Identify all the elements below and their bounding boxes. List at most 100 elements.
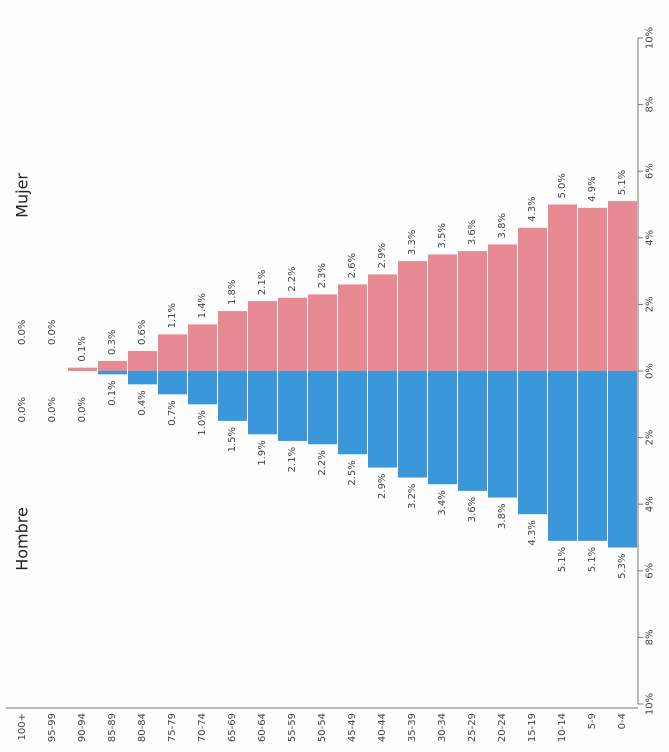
label-hombre-10-14: 5.1% bbox=[557, 547, 568, 572]
label-hombre-100+: 0.0% bbox=[17, 397, 28, 422]
label-hombre-15-19: 4.3% bbox=[527, 520, 538, 545]
bar-hombre-35-39 bbox=[398, 371, 427, 478]
label-hombre-90-94: 0.0% bbox=[77, 397, 88, 422]
bar-mujer-0-4 bbox=[608, 201, 637, 371]
label-mujer-15-19: 4.3% bbox=[527, 196, 538, 221]
label-mujer-95-99: 0.0% bbox=[47, 320, 58, 345]
label-mujer-60-64: 2.1% bbox=[257, 270, 268, 295]
label-hombre-40-44: 2.9% bbox=[377, 474, 388, 499]
bar-hombre-60-64 bbox=[248, 371, 277, 435]
category-tick-label: 5-9 bbox=[587, 713, 598, 729]
label-mujer-10-14: 5.0% bbox=[557, 173, 568, 198]
bar-mujer-75-79 bbox=[158, 334, 187, 371]
bar-hombre-0-4 bbox=[608, 371, 637, 548]
label-mujer-80-84: 0.6% bbox=[137, 320, 148, 345]
bar-mujer-85-89 bbox=[98, 361, 127, 371]
category-tick-label: 85-89 bbox=[107, 713, 118, 742]
label-mujer-65-69: 1.8% bbox=[227, 280, 238, 305]
category-tick-label: 60-64 bbox=[257, 713, 268, 742]
axes-layer: 0-4 5-9 10-14 15-19 20-24 25-29 30-34 35-39 40-4… bbox=[6, 27, 656, 742]
value-axis-tick-label: 6% bbox=[645, 563, 656, 579]
label-hombre-50-54: 2.2% bbox=[317, 450, 328, 475]
bar-mujer-50-54 bbox=[308, 294, 337, 371]
bar-mujer-80-84 bbox=[128, 351, 157, 371]
label-hombre-65-69: 1.5% bbox=[227, 427, 238, 452]
category-tick-label: 65-69 bbox=[227, 713, 238, 742]
value-axis-tick-label: 4% bbox=[645, 230, 656, 246]
bar-hombre-15-19 bbox=[518, 371, 547, 515]
label-hombre-0-4: 5.3% bbox=[617, 553, 628, 578]
label-hombre-70-74: 1.0% bbox=[197, 410, 208, 435]
bar-mujer-15-19 bbox=[518, 227, 547, 371]
label-mujer-75-79: 1.1% bbox=[167, 303, 178, 328]
category-tick-label: 25-29 bbox=[467, 713, 478, 742]
bar-hombre-30-34 bbox=[428, 371, 457, 485]
bar-hombre-55-59 bbox=[278, 371, 307, 441]
label-mujer-40-44: 2.9% bbox=[377, 243, 388, 268]
category-tick-label: 80-84 bbox=[137, 713, 148, 742]
category-tick-label: 55-59 bbox=[287, 713, 298, 742]
label-mujer-45-49: 2.6% bbox=[347, 253, 358, 278]
bar-hombre-10-14 bbox=[548, 371, 577, 541]
label-mujer-100+: 0.0% bbox=[17, 320, 28, 345]
label-mujer-50-54: 2.3% bbox=[317, 263, 328, 288]
value-axis-tick-label: 6% bbox=[645, 163, 656, 179]
label-hombre-25-29: 3.6% bbox=[467, 497, 478, 522]
label-mujer-35-39: 3.3% bbox=[407, 230, 418, 255]
label-mujer-20-24: 3.8% bbox=[497, 213, 508, 238]
legend-hombre: Hombre bbox=[13, 507, 32, 571]
label-mujer-55-59: 2.2% bbox=[287, 266, 298, 291]
value-axis-tick-label: 8% bbox=[645, 629, 656, 645]
bar-hombre-50-54 bbox=[308, 371, 337, 445]
bar-mujer-55-59 bbox=[278, 297, 307, 371]
label-mujer-30-34: 3.5% bbox=[437, 223, 448, 248]
label-hombre-20-24: 3.8% bbox=[497, 504, 508, 529]
category-tick-label: 15-19 bbox=[527, 713, 538, 742]
bar-hombre-25-29 bbox=[458, 371, 487, 491]
bar-mujer-90-94 bbox=[68, 367, 97, 371]
label-hombre-45-49: 2.5% bbox=[347, 460, 358, 485]
bar-mujer-70-74 bbox=[188, 324, 217, 371]
value-axis-tick-label: 2% bbox=[645, 430, 656, 446]
category-tick-label: 35-39 bbox=[407, 713, 418, 742]
category-tick-label: 40-44 bbox=[377, 713, 388, 742]
bar-mujer-20-24 bbox=[488, 244, 517, 371]
label-mujer-90-94: 0.1% bbox=[77, 336, 88, 361]
label-mujer-70-74: 1.4% bbox=[197, 293, 208, 318]
bar-hombre-20-24 bbox=[488, 371, 517, 498]
label-hombre-60-64: 1.9% bbox=[257, 440, 268, 465]
label-hombre-35-39: 3.2% bbox=[407, 484, 418, 509]
label-hombre-80-84: 0.4% bbox=[137, 390, 148, 415]
label-hombre-85-89: 0.1% bbox=[107, 380, 118, 405]
category-tick-label: 0-4 bbox=[617, 713, 628, 729]
value-axis-tick-label: 2% bbox=[645, 296, 656, 312]
value-axis-tick-label: 10% bbox=[645, 27, 656, 49]
bar-mujer-60-64 bbox=[248, 301, 277, 371]
bar-hombre-85-89 bbox=[98, 371, 127, 375]
bar-mujer-25-29 bbox=[458, 251, 487, 371]
value-axis-tick-label: 8% bbox=[645, 97, 656, 113]
category-tick-label: 100+ bbox=[17, 713, 28, 740]
label-mujer-85-89: 0.3% bbox=[107, 330, 118, 355]
category-tick-label: 50-54 bbox=[317, 713, 328, 742]
bar-mujer-10-14 bbox=[548, 204, 577, 371]
bar-hombre-80-84 bbox=[128, 371, 157, 385]
category-tick-label: 70-74 bbox=[197, 713, 208, 742]
bar-mujer-5-9 bbox=[578, 207, 607, 371]
category-tick-label: 95-99 bbox=[47, 713, 58, 742]
bar-mujer-35-39 bbox=[398, 261, 427, 371]
bar-mujer-40-44 bbox=[368, 274, 397, 371]
legend-mujer: Mujer bbox=[13, 173, 32, 218]
bar-hombre-75-79 bbox=[158, 371, 187, 395]
bars-layer bbox=[68, 201, 637, 548]
bar-mujer-45-49 bbox=[338, 284, 367, 371]
bar-hombre-45-49 bbox=[338, 371, 367, 455]
bar-hombre-5-9 bbox=[578, 371, 607, 541]
label-hombre-75-79: 0.7% bbox=[167, 400, 178, 425]
category-tick-label: 20-24 bbox=[497, 713, 508, 742]
bar-hombre-65-69 bbox=[218, 371, 247, 421]
category-tick-label: 90-94 bbox=[77, 713, 88, 742]
label-hombre-95-99: 0.0% bbox=[47, 397, 58, 422]
bar-mujer-30-34 bbox=[428, 254, 457, 371]
